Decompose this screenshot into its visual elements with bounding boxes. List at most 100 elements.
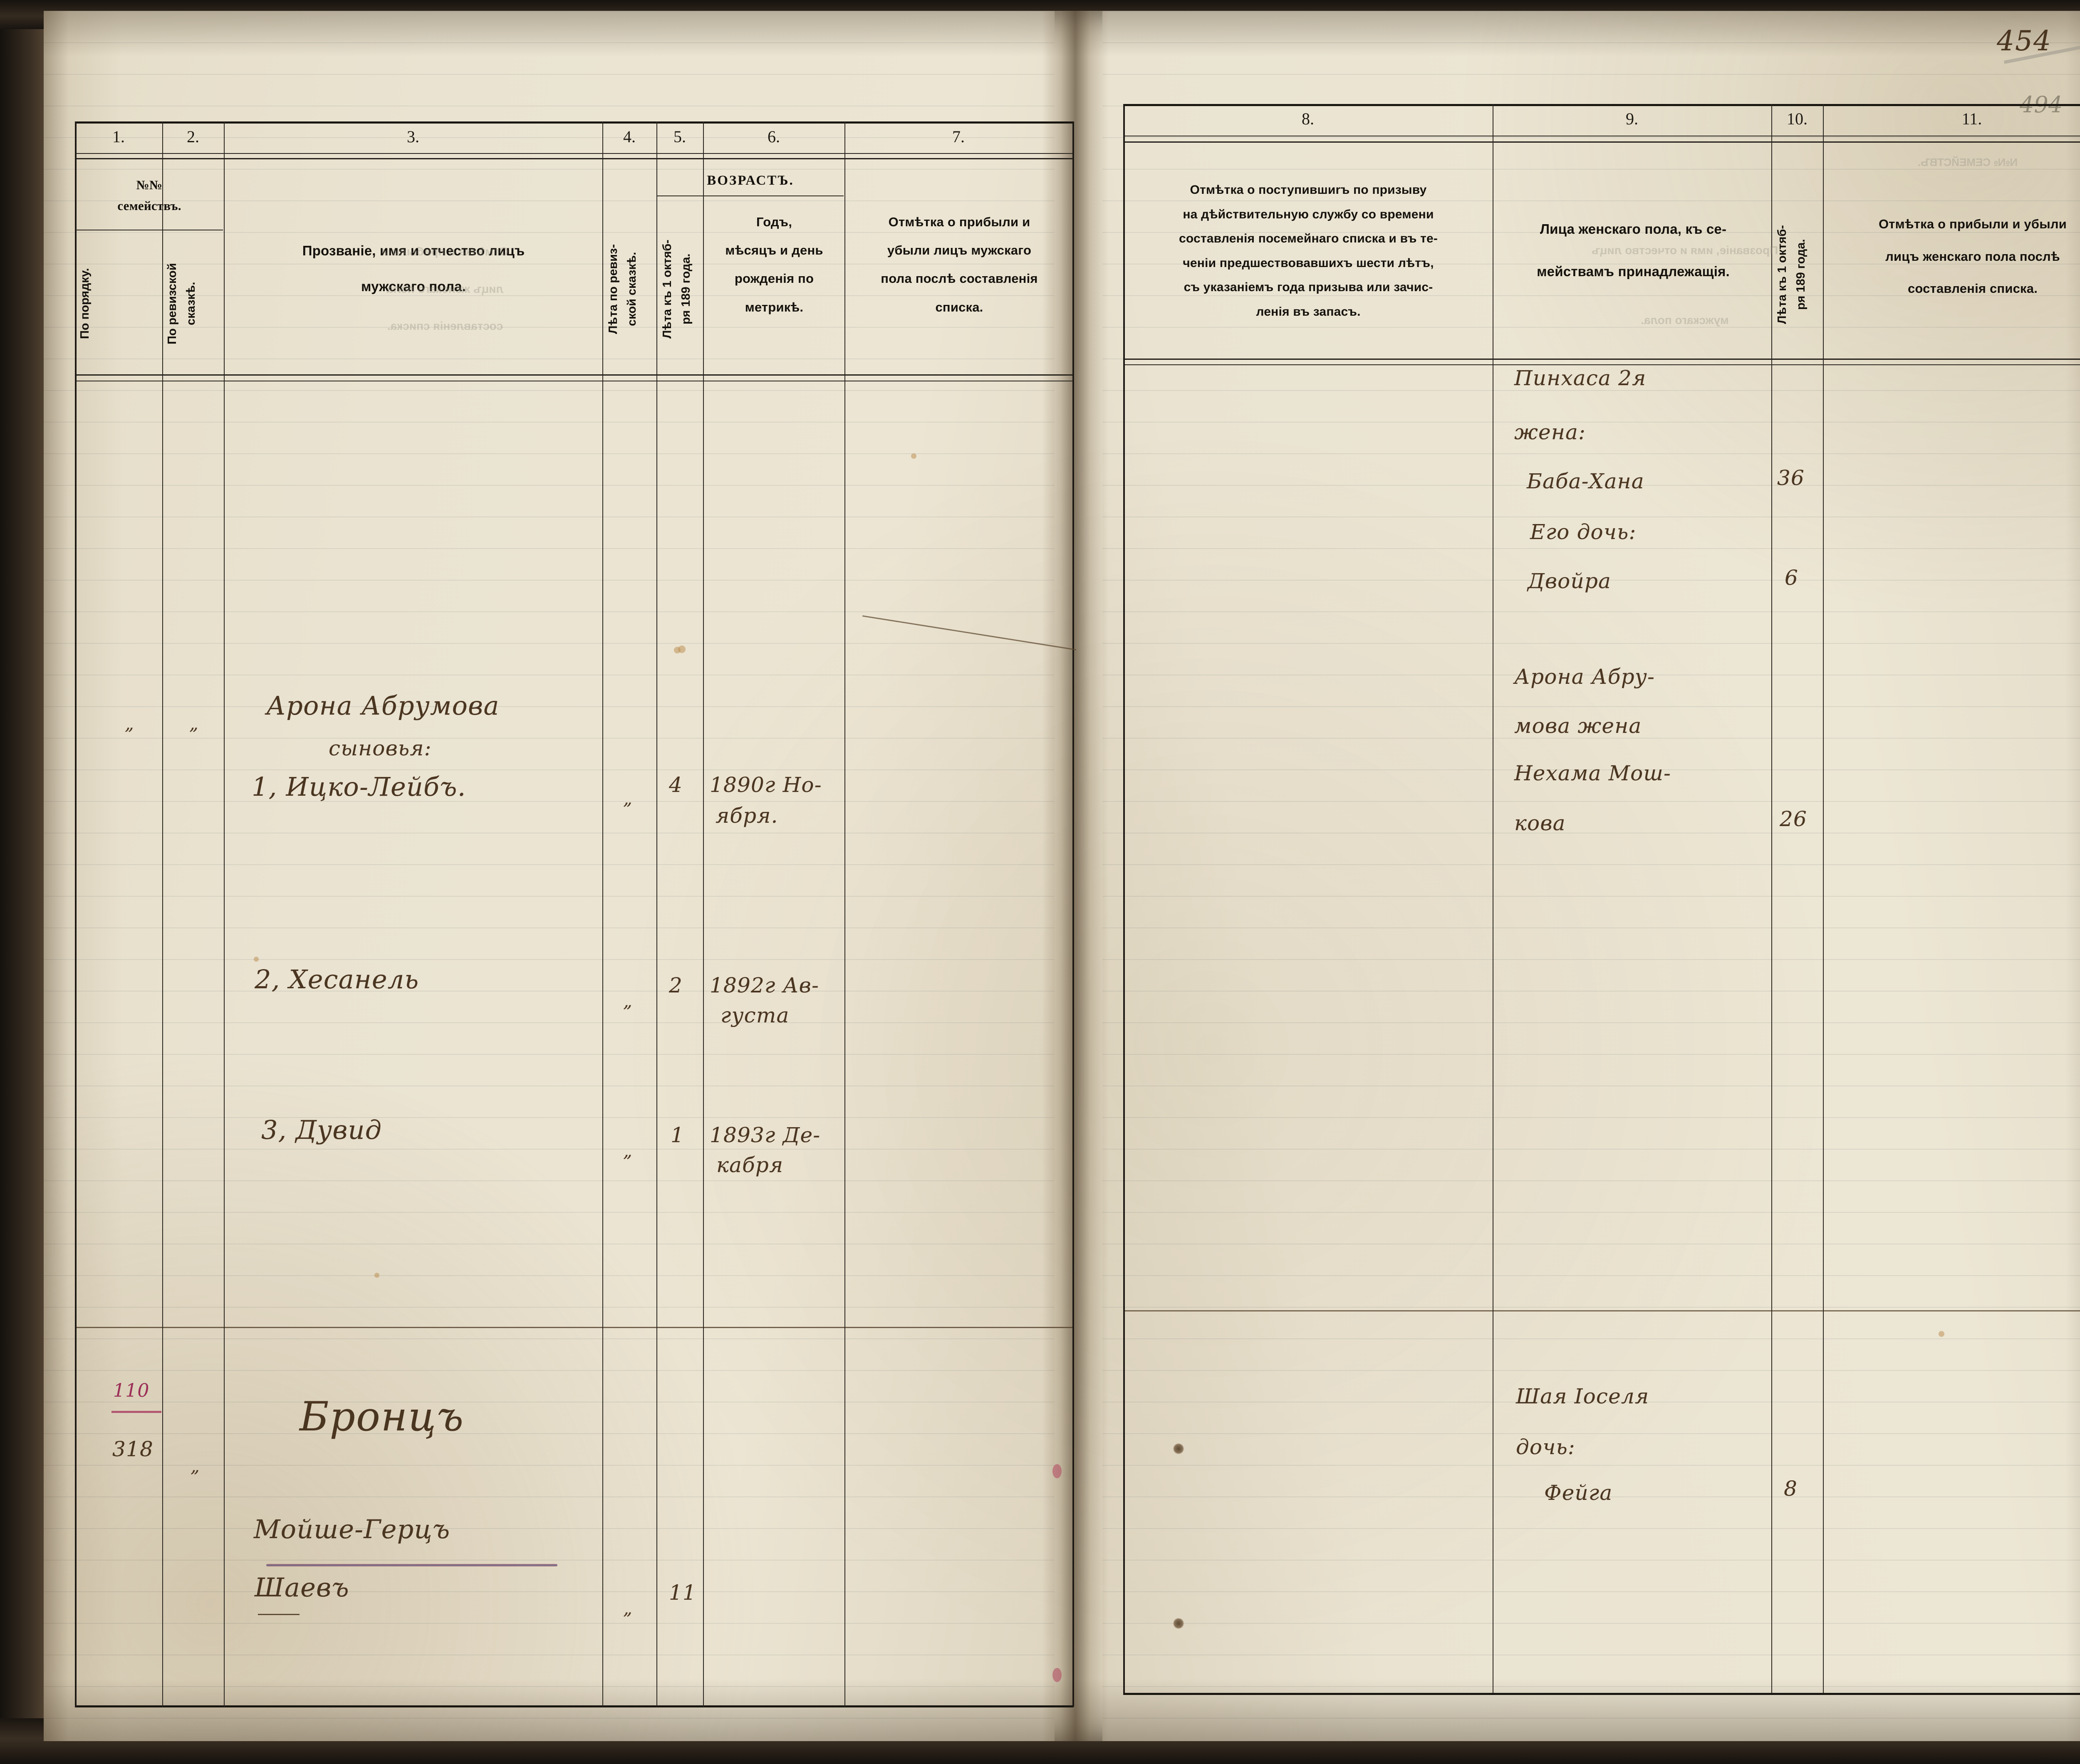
female-aron-wife-line2: мова жена <box>1514 714 1642 738</box>
female-his-daughter-label: Его дочь: <box>1530 520 1637 544</box>
entry-duvid-col6-line2: кабря <box>716 1153 784 1177</box>
col6-header-label: Годъ, мѣсяцъ и день рожденія по метрикѣ. <box>725 215 823 314</box>
red-blue-underline-moyshe <box>266 1564 557 1566</box>
entry-duvid-name: 3, Дувид <box>261 1115 382 1145</box>
female-pinkhas-wife-line2: жена: <box>1514 420 1586 444</box>
entry-moyshe-gerts-name: Мойше-Герцъ <box>254 1514 451 1544</box>
entry-brontz-col1-red: 110 <box>113 1380 150 1401</box>
entry-khesanel-name: 2, Хесанель <box>255 964 419 995</box>
divider-col3-col4 <box>602 121 603 1707</box>
entry-aron-head-col1: „ <box>125 713 134 734</box>
entry-brontz-col2-ditto: „ <box>191 1456 200 1476</box>
header-bottom-left <box>75 374 1073 376</box>
border-right-inner <box>1123 104 1125 1693</box>
entry-khesanel-col6-line1: 1892г Ав- <box>710 973 820 997</box>
entry-itsko-leyb-col6-line2: ября. <box>716 804 778 828</box>
female-feyga-age: 8 <box>1784 1477 1798 1501</box>
female-dvoyra-name: Двойра <box>1528 569 1612 593</box>
entry-khesanel-col5: 2 <box>669 973 683 997</box>
female-baba-khana-age: 36 <box>1777 466 1805 490</box>
colnum-6: 6. <box>768 127 780 146</box>
divider-col2-col3 <box>224 121 225 1707</box>
colnum-11: 11. <box>1961 109 1982 128</box>
border-left-outer <box>75 121 77 1707</box>
border-left-inner <box>1072 121 1074 1707</box>
colnum-9: 9. <box>1626 109 1638 128</box>
age-group-underline <box>657 195 844 196</box>
female-pinkhas-wife-line1: Пинхаса 2я <box>1514 366 1647 390</box>
entry-khesanel-col6-line2: густа <box>721 1003 790 1027</box>
entry-moyshe-gerts-patronymic: Шаевъ <box>255 1572 349 1603</box>
entry-moyshe-gerts-col5: 11 <box>669 1581 697 1605</box>
entry-duvid-col4: „ <box>623 1141 632 1161</box>
col7-header-label: Отмѣтка о прибыли и убыли лицъ мужскаго … <box>881 215 1038 314</box>
female-shaya-line2: дочь: <box>1516 1435 1575 1459</box>
entry-itsko-leyb-col6-line1: 1890г Но- <box>710 773 822 797</box>
colnum-5: 5. <box>674 127 686 146</box>
col5-header-label: Лѣта къ 1 октяб- ря 189 года. <box>661 240 693 339</box>
table-top-border-right <box>1123 104 2080 106</box>
female-nekhama-line1: Нехама Мош- <box>1514 761 1671 785</box>
entry-khesanel-col4: „ <box>623 991 632 1011</box>
table-bottom-border-right <box>1123 1693 2080 1695</box>
col11-header-label: Отмѣтка о прибыли и убыли лицъ женскаго … <box>1878 217 2067 296</box>
entry-duvid-col6-line1: 1893г Де- <box>710 1123 821 1147</box>
divider-col5-col6 <box>703 121 704 1707</box>
header-bottom-right <box>1123 359 2080 360</box>
col8-header-label: Отмѣтка о поступившиrъ по призыву на дѣй… <box>1179 183 1438 319</box>
female-aron-wife-line1: Арона Абру- <box>1514 665 1655 689</box>
entry-brontz-col2: 318 <box>112 1437 154 1461</box>
divider-col6-col7 <box>844 121 845 1707</box>
table-top-border-left <box>75 121 1073 124</box>
header-rule-left <box>75 158 1073 159</box>
entry-aron-head-col2: „ <box>189 713 198 734</box>
binding-stitch-2 <box>1173 1618 1184 1629</box>
colnum-1: 1. <box>112 127 125 146</box>
age-group-header: ВОЗРАСТЪ. <box>707 173 794 188</box>
colnum-3: 3. <box>407 127 419 146</box>
colnum-row-bottom-left <box>75 153 1073 154</box>
female-nekhama-line2: кова <box>1514 811 1566 835</box>
red-ink-mark-1 <box>1052 1464 1062 1478</box>
families-group-header: №№ семействъ. <box>117 178 181 213</box>
red-ink-mark-2 <box>1052 1668 1062 1682</box>
entry-duvid-col5: 1 <box>671 1123 685 1147</box>
rust-spot-2 <box>254 957 259 962</box>
colnum-2: 2. <box>187 127 199 146</box>
dash-under-shaev <box>258 1614 300 1615</box>
colnum-4: 4. <box>623 127 636 146</box>
header-rule-right <box>1123 141 2080 143</box>
colnum-10: 10. <box>1787 109 1808 128</box>
female-feyga-name: Фейга <box>1544 1481 1613 1505</box>
entry-brontz-surname: Бронцъ <box>300 1393 464 1440</box>
row-divider-right <box>1123 1310 2080 1311</box>
entry-aron-head-name: Арона Абрумова <box>266 690 500 721</box>
row-divider-family-318 <box>75 1327 1073 1328</box>
colnum-8: 8. <box>1302 109 1314 128</box>
red-underline-110 <box>111 1411 161 1413</box>
col1-header-label: По порядку. <box>78 268 92 339</box>
divider-col9-col10 <box>1771 104 1772 1693</box>
female-baba-khana-name: Баба-Хана <box>1527 469 1644 493</box>
col4-header-label: Лѣта по ревиз- ской сказкѣ. <box>607 244 639 334</box>
female-shaya-line1: Шая Іоселя <box>1516 1384 1649 1408</box>
col2-header-label: По ревизской сказкѣ. <box>166 263 198 344</box>
entry-itsko-leyb-col5: 4 <box>669 773 683 797</box>
divider-col4-col5 <box>656 121 657 1707</box>
entry-aron-head-sons-label: сыновья: <box>329 736 432 760</box>
entry-itsko-leyb-col4: „ <box>623 788 632 809</box>
col3-header-label: Прозваніе, имя и отчество лицъ мужскаго … <box>302 243 525 294</box>
table-bottom-border-left <box>75 1705 1073 1707</box>
foxing-spot-4 <box>911 453 916 459</box>
female-dvoyra-age: 6 <box>1785 566 1799 590</box>
entry-itsko-leyb-name: 1, Ицко-Лейбъ. <box>252 772 466 802</box>
page-number-ink: 454 <box>1997 25 2052 57</box>
colnum-7: 7. <box>952 127 965 146</box>
col10-header-label: Лѣта къ 1 октяб- ря 189 года. <box>1775 225 1808 324</box>
entry-moyshe-gerts-col4: „ <box>623 1598 632 1618</box>
col9-header-label: Лица женскаго пола, къ се- мействамъ при… <box>1537 221 1730 280</box>
female-nekhama-age: 26 <box>1780 807 1808 831</box>
binding-stitch-1 <box>1173 1443 1184 1454</box>
foxing-spot-2 <box>1939 1331 1944 1337</box>
